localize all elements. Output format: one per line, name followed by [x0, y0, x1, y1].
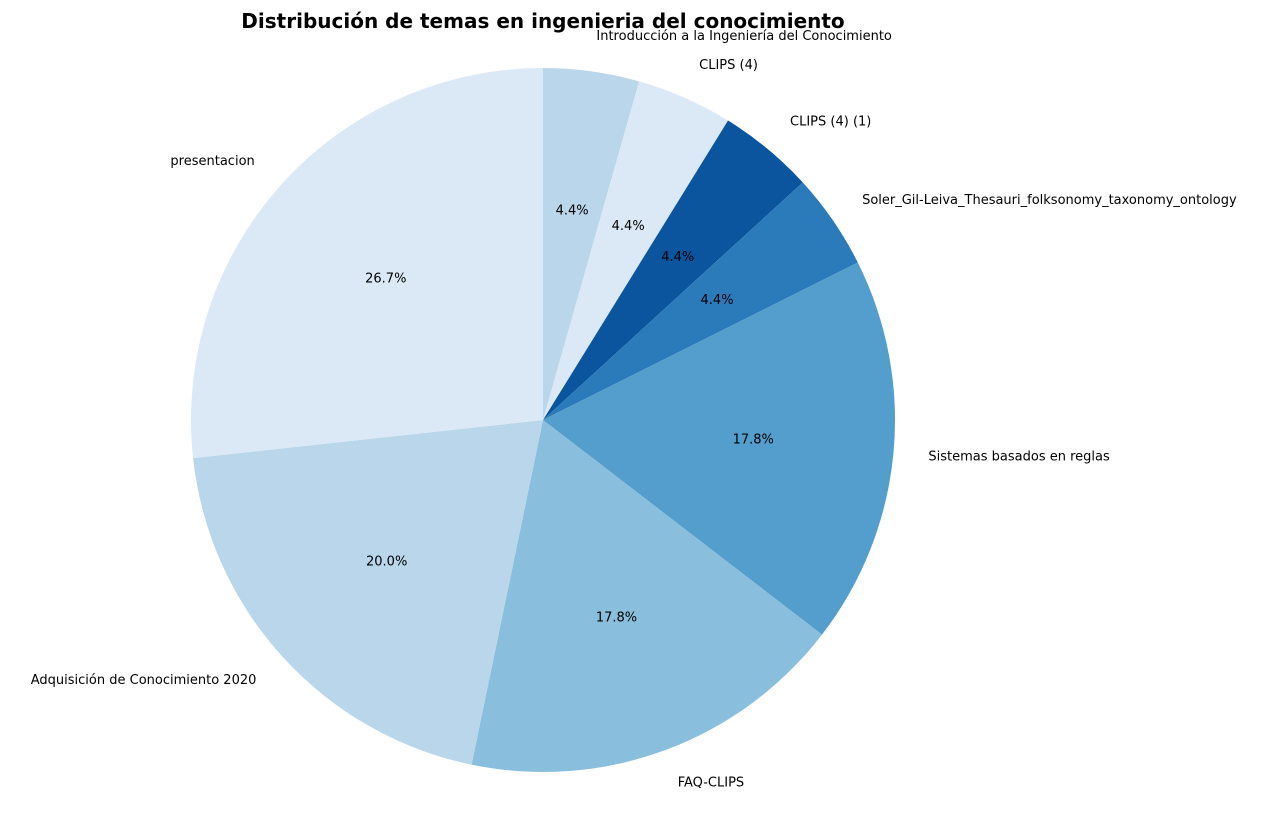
slice-label: Introducción a la Ingeniería del Conocim…: [596, 29, 892, 44]
slice-label: presentacion: [170, 154, 254, 169]
pie-slice: [543, 81, 729, 421]
slice-label: Adquisición de Conocimiento 2020: [31, 673, 257, 688]
slice-percent-label: 4.4%: [701, 293, 734, 308]
pie-slice: [191, 68, 543, 459]
pie-slice: [471, 420, 823, 772]
slice-label: FAQ-CLIPS: [678, 776, 744, 791]
chart-title: Distribución de temas en ingenieria del …: [241, 9, 844, 33]
slice-percent-label: 4.4%: [661, 250, 694, 265]
slice-percent-label: 17.8%: [596, 611, 637, 626]
pie-slice: [543, 68, 640, 420]
slice-label: CLIPS (4): [699, 58, 758, 73]
slice-percent-label: 20.0%: [366, 555, 407, 570]
slice-percent-label: 4.4%: [612, 219, 645, 234]
pie-slices: [191, 68, 895, 772]
slice-label: Soler_Gil-Leiva_Thesauri_folksonomy_taxo…: [862, 193, 1237, 208]
slice-percent-label: 17.8%: [733, 433, 774, 448]
pie-slice: [543, 262, 895, 635]
slice-percent-label: 26.7%: [365, 271, 406, 286]
slice-label: CLIPS (4) (1): [790, 114, 871, 129]
pie-slice: [543, 120, 803, 420]
slice-labels: Introducción a la Ingeniería del Conocim…: [31, 29, 1237, 791]
slice-label: Sistemas basados en reglas: [928, 450, 1110, 465]
pie-slice: [193, 420, 543, 765]
pie-slice: [543, 182, 858, 420]
slice-percent-labels: 4.4% 4.4% 4.4% 4.4% 17.8% 17.8% 20.0% 26.7%: [365, 203, 774, 625]
slice-percent-label: 4.4%: [556, 203, 589, 218]
